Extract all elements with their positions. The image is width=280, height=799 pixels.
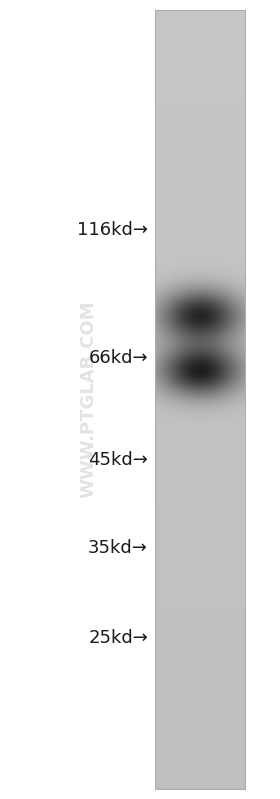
Text: 66kd→: 66kd→ <box>88 349 148 367</box>
Text: 35kd→: 35kd→ <box>88 539 148 557</box>
Text: WWW.PTGLAB.COM: WWW.PTGLAB.COM <box>79 300 97 498</box>
Text: 25kd→: 25kd→ <box>88 629 148 647</box>
Text: 45kd→: 45kd→ <box>88 451 148 469</box>
Bar <box>155 10 245 789</box>
Text: 116kd→: 116kd→ <box>77 221 148 239</box>
